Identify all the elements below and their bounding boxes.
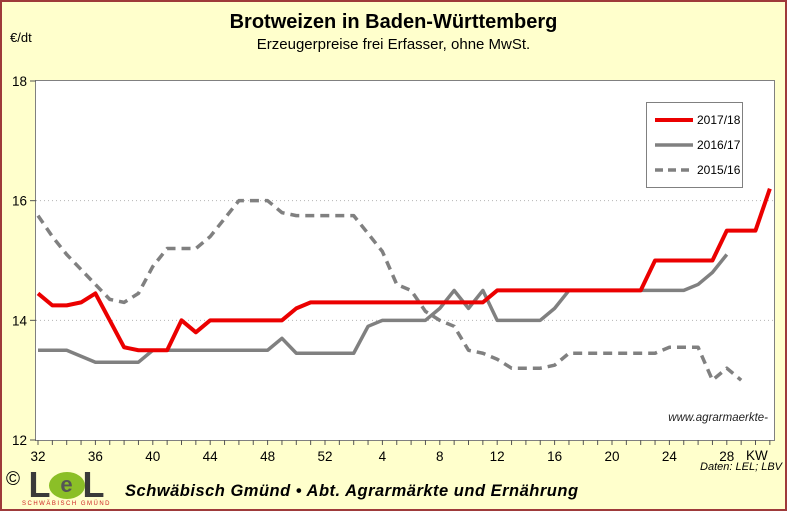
- x-axis-unit-label: KW: [746, 448, 768, 463]
- svg-text:32: 32: [30, 449, 45, 464]
- svg-text:48: 48: [260, 449, 275, 464]
- svg-text:28: 28: [719, 449, 734, 464]
- logo-green-ellipse-icon: e: [48, 471, 85, 499]
- svg-text:8: 8: [436, 449, 444, 464]
- legend-box: 2017/18 2016/17 2015/16: [646, 102, 743, 188]
- legend-label-2017-18: 2017/18: [697, 112, 741, 127]
- legend-item-2016-17: 2016/17: [653, 138, 740, 152]
- legend-item-2017-18: 2017/18: [653, 113, 740, 127]
- svg-text:12: 12: [12, 433, 27, 448]
- logo-subtext: SCHWÄBISCH GMÜND: [22, 501, 112, 507]
- svg-text:52: 52: [317, 449, 332, 464]
- svg-text:16: 16: [547, 449, 562, 464]
- watermark-url: www.agrarmaerkte-: [668, 412, 768, 424]
- legend-line-gray: [655, 143, 693, 147]
- logo-letter-l-right: L: [82, 464, 105, 505]
- y-axis-unit-label: €/dt: [10, 30, 32, 45]
- svg-text:18: 18: [12, 74, 27, 89]
- chart-subtitle: Erzeugerpreise frei Erfasser, ohne MwSt.: [256, 36, 531, 53]
- svg-text:44: 44: [203, 449, 219, 464]
- legend-label-2015-16: 2015/16: [697, 163, 741, 178]
- chart-title: Brotweizen in Baden-Württemberg: [229, 11, 558, 33]
- legend-line-dashed: [655, 168, 693, 173]
- copyright-symbol: ©: [6, 469, 20, 490]
- svg-text:24: 24: [662, 449, 678, 464]
- legend-label-2016-17: 2016/17: [697, 137, 741, 152]
- svg-text:36: 36: [88, 449, 103, 464]
- footer-organization-text: Schwäbisch Gmünd • Abt. Agrarmärkte und …: [125, 482, 579, 500]
- svg-text:20: 20: [604, 449, 619, 464]
- svg-text:12: 12: [490, 449, 505, 464]
- svg-text:14: 14: [12, 313, 28, 328]
- svg-text:40: 40: [145, 449, 160, 464]
- svg-text:16: 16: [12, 194, 27, 209]
- logo-letter-l-left: L: [28, 464, 51, 505]
- legend-item-2015-16: 2015/16: [653, 163, 740, 177]
- legend-line-red: [655, 117, 693, 122]
- lel-logo: L e L SCHWÄBISCH GMÜND: [22, 464, 112, 508]
- footer: © L e L SCHWÄBISCH GMÜND Schwäbisch Gmün…: [6, 464, 579, 508]
- data-source-note: Daten: LEL; LBV: [700, 461, 782, 473]
- svg-text:4: 4: [379, 449, 387, 464]
